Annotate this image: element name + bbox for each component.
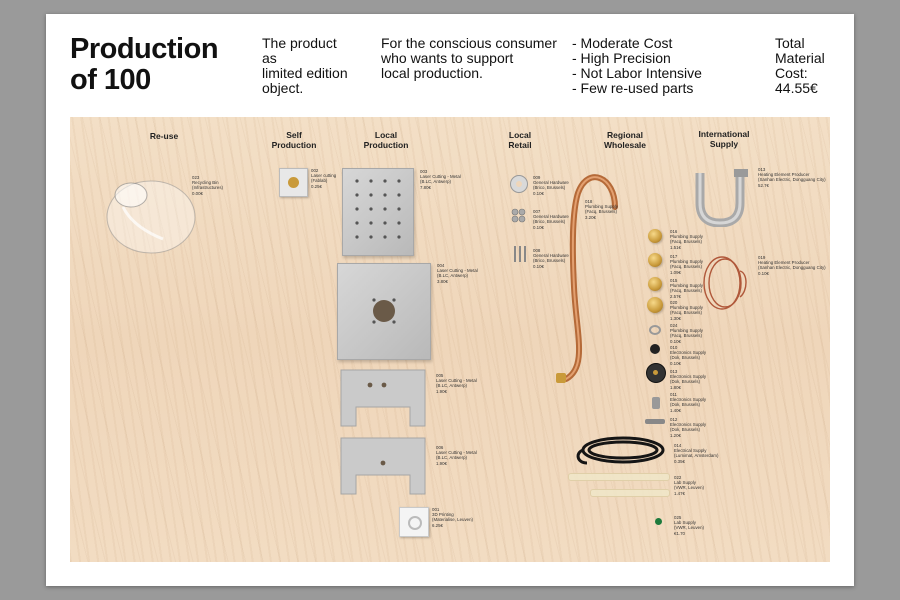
label-007: 007 General Hardware (Brico, Brussels) 0… <box>533 209 569 230</box>
brass-fitting-image <box>648 277 662 291</box>
black-cable-image <box>575 433 667 467</box>
label-006: 006 Laser Cutting - Metal (B.LC, Antwerp… <box>436 445 477 466</box>
poster-title: Production of 100 <box>70 33 219 96</box>
label-008: 008 General Hardware (Brico, Brussels) 0… <box>533 248 569 269</box>
glass-bowl-image <box>103 177 199 255</box>
label-018: 018 Plumbing Supply (Facq, Brussels) 3.2… <box>585 199 618 220</box>
category-regional-wholesale: Regional Wholesale <box>603 130 647 150</box>
base-plate-image <box>337 263 431 360</box>
label-020: 020 Plumbing Supply (Facq, Brussels) 1.3… <box>670 300 703 321</box>
copper-tube-image <box>548 167 628 393</box>
label-012: 012 Electronics Supply (Dok, Brussels) 1… <box>670 417 707 438</box>
audience-description: For the conscious consumer who wants to … <box>381 35 557 81</box>
3d-printed-part-image <box>399 507 429 537</box>
heating-element-image <box>690 167 754 228</box>
label-004: 004 Laser Cutting - Metal (B.LC, Antwerp… <box>437 263 478 284</box>
washer-image <box>510 175 528 193</box>
total-material-cost: Total Material Cost: 44.55€ <box>775 35 825 96</box>
side-bracket-image <box>340 437 426 495</box>
label-002: 002 Laser cutting (Fablab) 0.25€ <box>311 168 337 189</box>
nuts-image <box>510 207 528 225</box>
brass-fitting-image <box>648 253 662 267</box>
category-local-retail: Local Retail <box>508 130 532 150</box>
category-reuse: Re-use <box>149 131 179 141</box>
label-016: 016 Plumbing Supply (Facq, Brussels) 1.5… <box>670 229 703 250</box>
green-led-image <box>655 518 662 525</box>
category-self-production: Self Production <box>271 130 317 150</box>
label-011a: 013 Electronics Supply (Dok, Brussels) 1… <box>670 369 707 390</box>
poster-sheet: Production of 100 The product as limited… <box>46 14 854 586</box>
label-022: 022 Lab Supply (VWR, Leuven) 1.47€ <box>674 475 705 496</box>
label-017: 017 Plumbing Supply (Facq, Brussels) 1.0… <box>670 254 703 275</box>
label-025: 025 Lab Supply (VWR, Leuven) €1.70 <box>674 515 705 536</box>
label-024: 024 Plumbing Supply (Facq, Brussels) 0.1… <box>670 323 703 344</box>
label-014: 014 Electrical Supply (Lumimat, Amsterda… <box>674 443 719 464</box>
feature-list: - Moderate Cost - High Precision - Not L… <box>572 35 702 96</box>
category-local-production: Local Production <box>363 130 409 150</box>
silicone-tube-image <box>590 489 670 497</box>
connector-image <box>645 419 665 424</box>
hose-clamp-image <box>649 325 661 335</box>
side-bracket-image <box>340 369 426 427</box>
label-003: 003 Laser Cutting - Metal (B.LC, Antwerp… <box>420 169 461 190</box>
label-015: 015 Plumbing Supply (Facq, Brussels) 2.5… <box>670 278 703 299</box>
label-023: 023 Recycling Bin (Infrastructures) 0.00… <box>192 175 223 196</box>
laser-cut-spacer-image <box>279 168 308 197</box>
brass-fitting-image <box>648 229 662 243</box>
label-013: 013 Heating Element Producer (Sanhan Ele… <box>758 167 826 188</box>
brass-fitting-image <box>647 297 663 313</box>
plywood-board: Re-use Self Production Local Production … <box>70 117 830 562</box>
thermostat-image <box>646 363 666 383</box>
category-international-supply: International Supply <box>698 129 750 149</box>
label-005: 005 Laser Cutting - Metal (B.LC, Antwerp… <box>436 373 477 394</box>
switch-image <box>652 397 660 409</box>
label-019: 019 Heating Element Producer (Sanhan Ele… <box>758 255 826 276</box>
wire-coil-image <box>700 251 750 317</box>
label-009: 009 General Hardware (Brico, Brussels) 0… <box>533 175 569 196</box>
silicone-tube-image <box>568 473 670 481</box>
label-001: 001 3D Printing (Materialise, Leuven) 6.… <box>432 507 473 528</box>
perforated-plate-image <box>342 168 414 256</box>
label-011: 011 Electronics Supply (Dok, Brussels) 1… <box>670 392 707 413</box>
screws-image <box>512 245 528 263</box>
product-description: The product as limited edition object. <box>262 35 348 96</box>
label-010: 010 Electronics Supply (Dok, Brussels) 0… <box>670 345 707 366</box>
electronic-part-image <box>650 344 660 354</box>
